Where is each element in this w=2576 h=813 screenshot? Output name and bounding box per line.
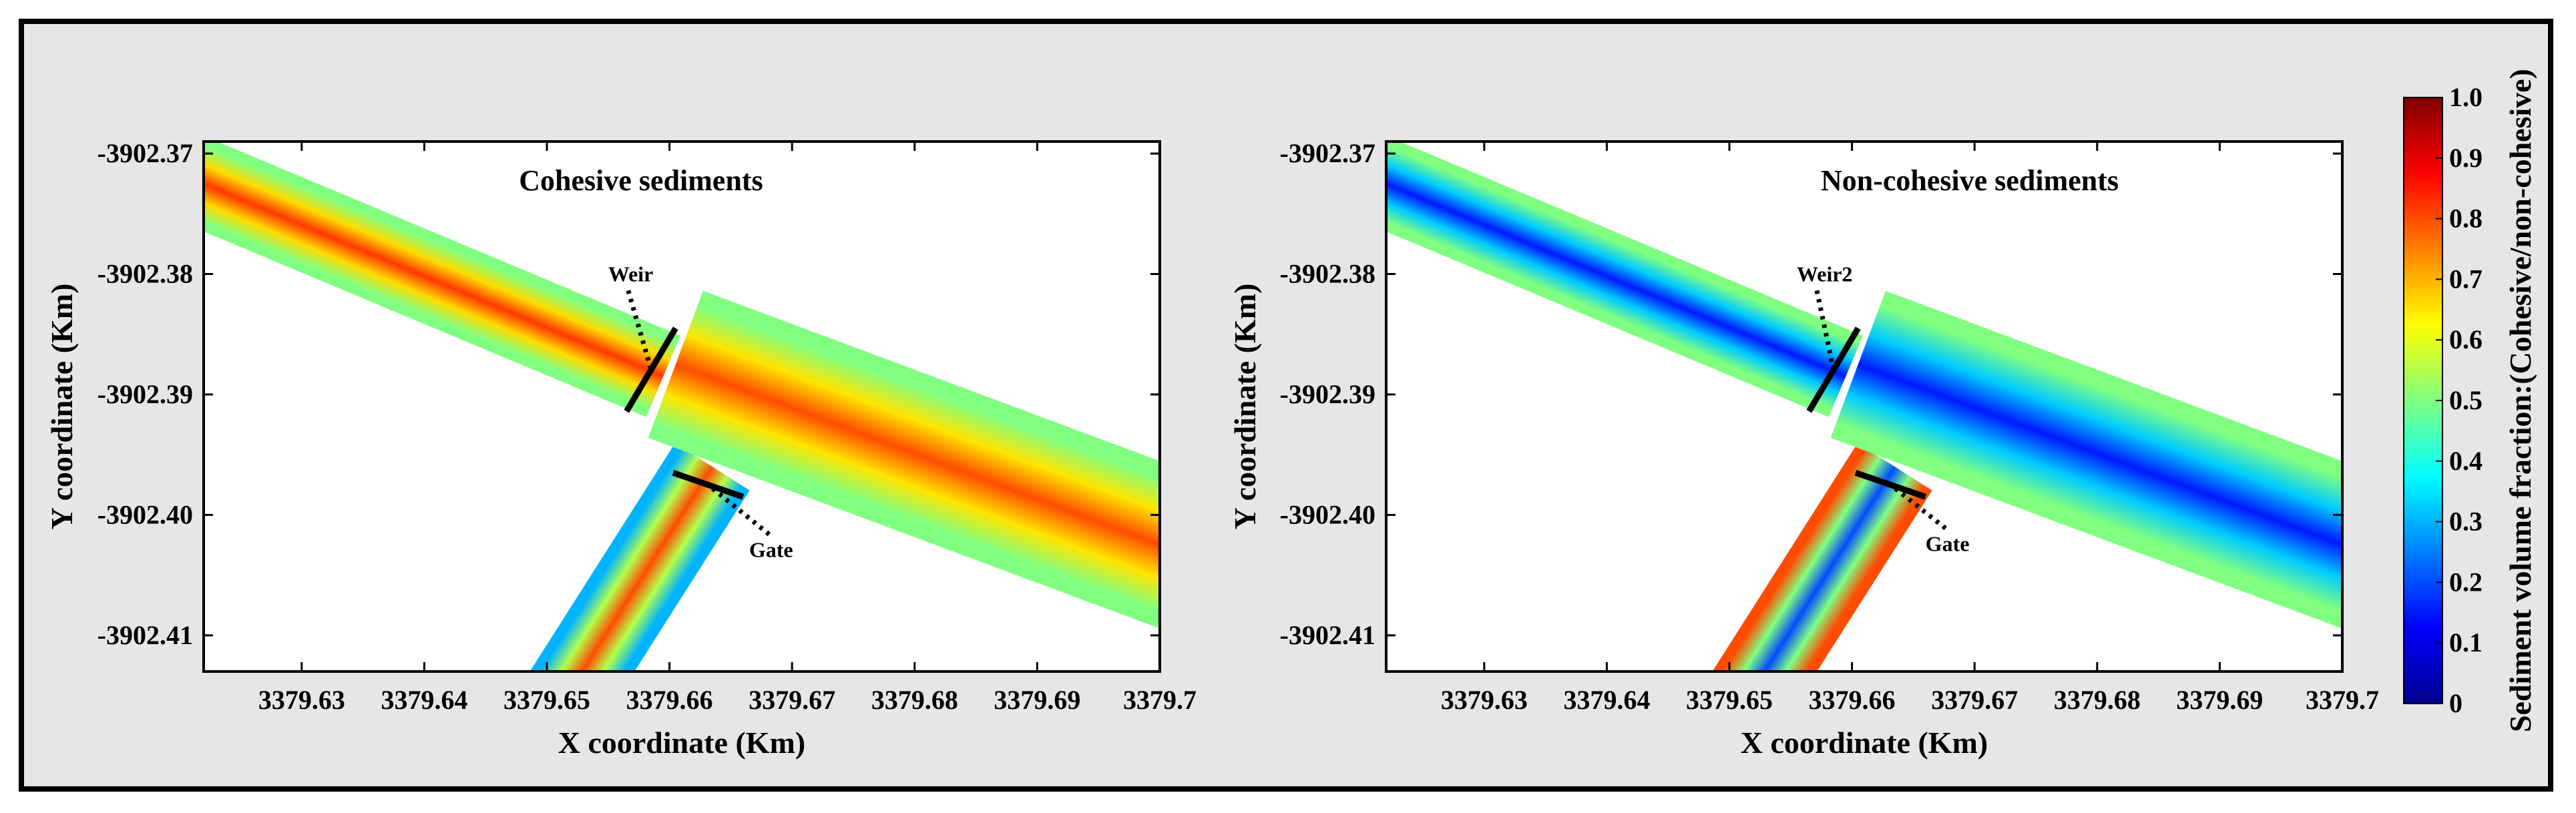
x-tick-label: 3379.67	[748, 685, 835, 715]
colorbar-tick-label: 0.7	[2449, 264, 2483, 294]
x-tick-label: 3379.67	[1931, 685, 2018, 715]
x-tick-label: 3379.64	[1563, 685, 1650, 715]
colorbar-tick-label: 0	[2449, 688, 2462, 718]
x-tick-label: 3379.65	[503, 685, 590, 715]
x-axis-label: X coordinate (Km)	[1741, 726, 1988, 760]
panel-title: Non-cohesive sediments	[1821, 164, 2119, 197]
colorbar: 0 0.1 0.2 0.3 0.4 0.5 0.6 0.7 0.8 0.9 1.0 Sediment…	[2403, 69, 2537, 732]
y-tick-label: -3902.40	[97, 499, 193, 529]
colorbar-ticks: 0 0.1 0.2 0.3 0.4 0.5 0.6 0.7 0.8 0.9 1.0	[2436, 82, 2483, 718]
branch-channel	[529, 443, 750, 671]
colorbar-label: Sediment volume fraction:(Cohesive/non-c…	[2503, 69, 2537, 732]
colorbar-tick-label: 0.3	[2449, 507, 2483, 537]
axis-ticks: 3379.63 3379.64 3379.65 3379.66 3379.67 3379.…	[1280, 138, 2379, 715]
x-tick-label: 3379.7	[1123, 685, 1197, 715]
leader-dotted-line	[1889, 483, 1947, 531]
gate-label: Gate	[1926, 532, 1970, 556]
plot-border	[202, 140, 1161, 673]
y-axis-label: Y coordinate (Km)	[45, 284, 79, 530]
colorbar-tick-label: 0.6	[2449, 324, 2483, 354]
y-tick-label: -3902.39	[1280, 379, 1375, 409]
y-tick-label: -3902.37	[97, 138, 193, 168]
branch-channel	[1712, 443, 1932, 671]
x-tick-label: 3379.68	[2054, 685, 2141, 715]
colorbar-tick-label: 0.2	[2449, 567, 2483, 597]
main-channel	[204, 142, 680, 417]
colorbar-tick-label: 0.8	[2449, 204, 2483, 234]
sediment-field	[1386, 142, 2342, 671]
axis-ticks: 3379.63 3379.64 3379.65 3379.66 3379.67 3379.…	[97, 138, 1197, 715]
colorbar-tick-label: 0.5	[2449, 385, 2483, 415]
weir-label: Weir2	[1797, 262, 1853, 286]
y-tick-label: -3902.41	[1280, 620, 1375, 650]
y-tick-label: -3902.40	[1280, 499, 1375, 529]
gate-label: Gate	[749, 538, 793, 562]
colorbar-tick-label: 0.9	[2449, 143, 2483, 173]
x-tick-label: 3379.69	[2176, 685, 2263, 715]
non-cohesive-panel: 3379.63 3379.64 3379.65 3379.66 3379.67 3379.…	[1228, 138, 2379, 760]
y-axis-label: Y coordinate (Km)	[1228, 284, 1262, 530]
plot-border	[1385, 140, 2344, 673]
x-tick-label: 3379.68	[871, 685, 958, 715]
structure-lines	[624, 290, 771, 537]
panel-title: Cohesive sediments	[519, 164, 763, 197]
y-tick-label: -3902.39	[97, 379, 193, 409]
x-tick-label: 3379.63	[1441, 685, 1528, 715]
colorbar-tick-label: 0.1	[2449, 627, 2483, 657]
x-tick-label: 3379.63	[258, 685, 345, 715]
weir-line	[624, 326, 678, 413]
colorbar-tick-label: 1.0	[2449, 82, 2483, 112]
y-tick-label: -3902.37	[1280, 138, 1375, 168]
x-tick-label: 3379.64	[381, 685, 467, 715]
y-tick-label: -3902.38	[1280, 259, 1375, 289]
x-tick-label: 3379.66	[626, 685, 713, 715]
x-axis-label: X coordinate (Km)	[558, 726, 805, 760]
sediment-field	[204, 142, 1160, 671]
x-tick-label: 3379.69	[994, 685, 1080, 715]
main-channel	[1386, 142, 1863, 417]
y-tick-label: -3902.41	[97, 620, 193, 650]
x-tick-label: 3379.65	[1686, 685, 1773, 715]
cohesive-panel: 3379.63 3379.64 3379.65 3379.66 3379.67 3379.…	[45, 138, 1197, 760]
colorbar-tick-label: 0.4	[2449, 446, 2483, 476]
weir-label: Weir	[608, 262, 654, 286]
x-tick-label: 3379.66	[1809, 685, 1896, 715]
y-tick-label: -3902.38	[97, 259, 193, 289]
gate-line	[672, 469, 744, 500]
outlet-channel	[1830, 290, 2342, 629]
gate-line	[1854, 469, 1927, 500]
outlet-channel	[648, 290, 1160, 629]
structure-lines	[1806, 290, 1947, 531]
x-tick-label: 3379.7	[2306, 685, 2379, 715]
